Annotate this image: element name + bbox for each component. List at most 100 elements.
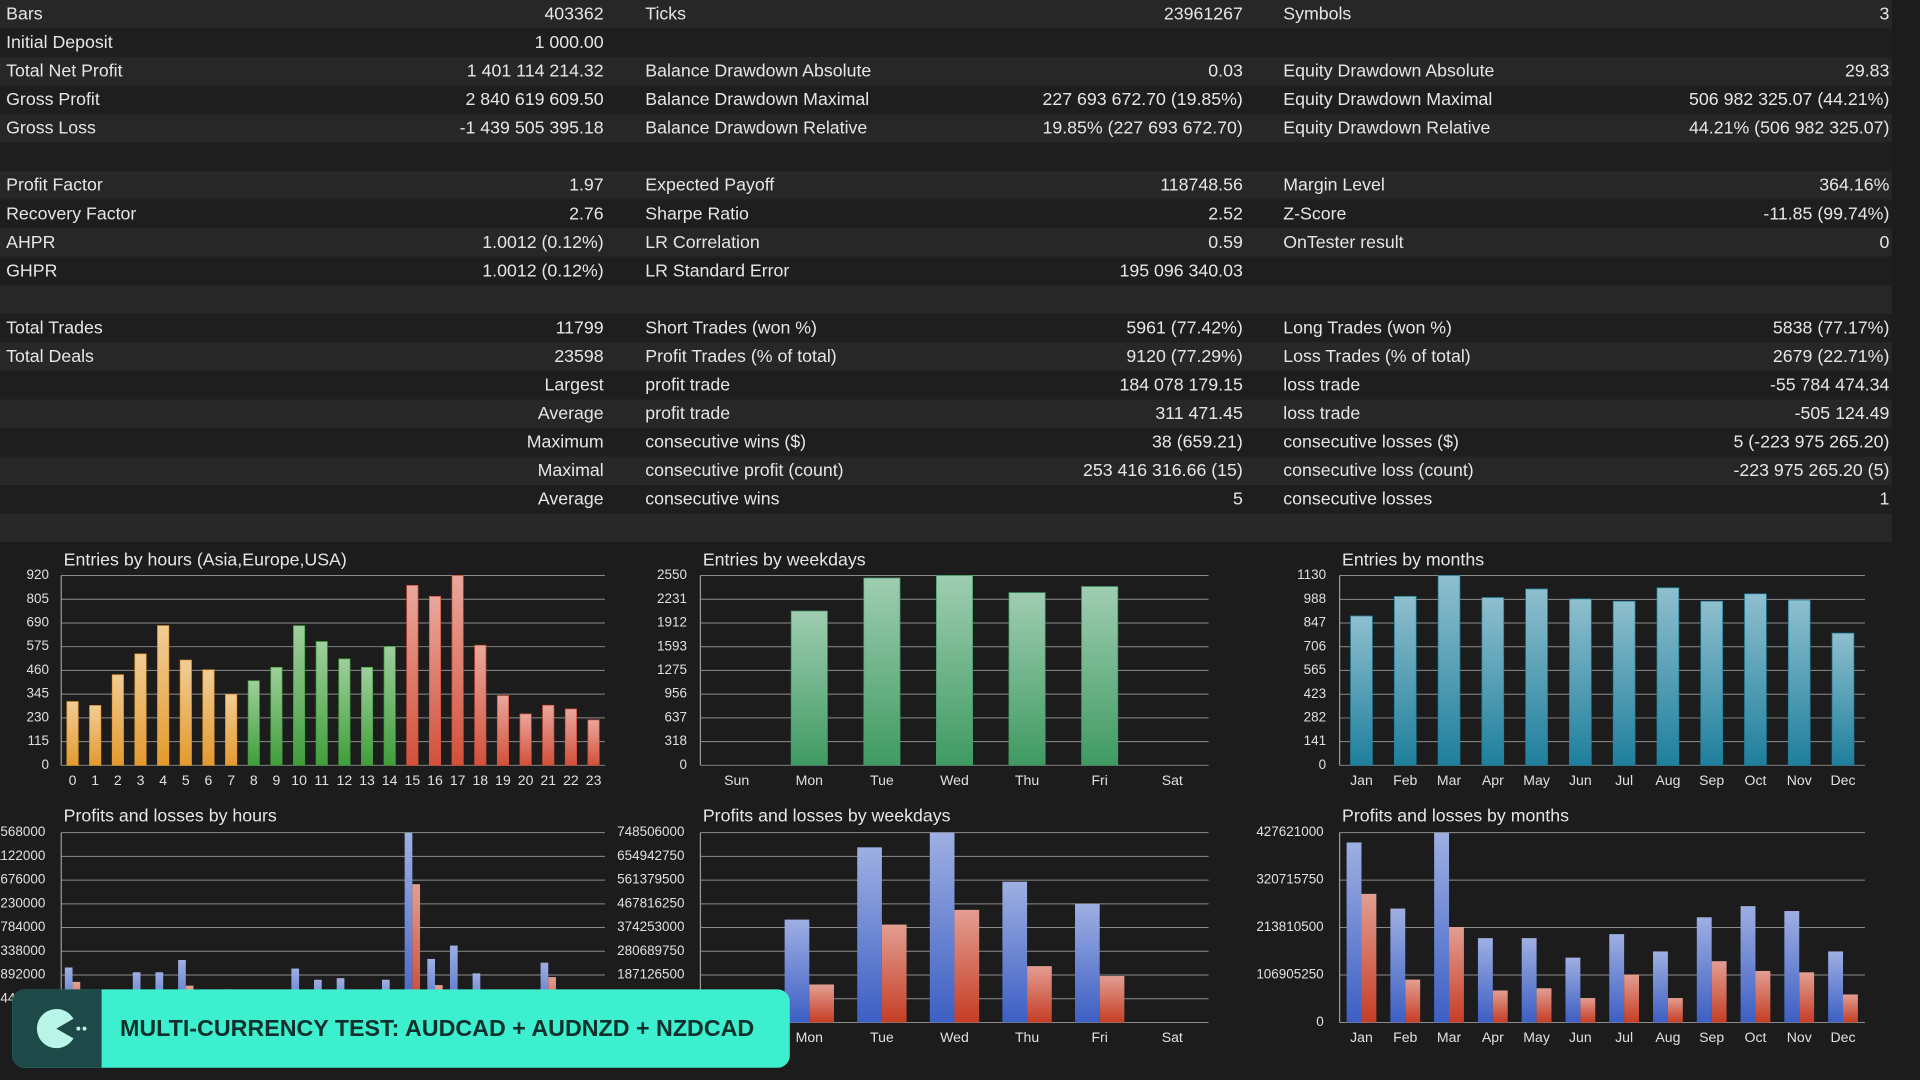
x-tick-label: Fri (1091, 772, 1107, 788)
row-band (0, 256, 1892, 286)
bar (1536, 988, 1552, 1023)
x-tick-label: 15 (405, 772, 421, 788)
y-tick-label: 0 (1316, 1014, 1323, 1029)
banner-icon (36, 1008, 74, 1049)
bar (1081, 586, 1119, 766)
cell-value: 9120 (77.29%) (1126, 346, 1242, 366)
y-tick-label: 920 (27, 567, 49, 582)
cell-label: LR Correlation (645, 232, 759, 252)
bar (1755, 970, 1771, 1023)
cell-value: -505 124.49 (1795, 403, 1890, 423)
x-tick-label: Sat (1162, 1029, 1183, 1045)
bar (1074, 903, 1100, 1023)
y-tick-label: 311122000 (0, 848, 45, 863)
x-tick-label: 11 (314, 772, 329, 788)
x-tick-label: Sep (1699, 772, 1724, 788)
cell-value: 2679 (22.71%) (1773, 346, 1889, 366)
y-tick-label: 187126500 (617, 967, 684, 982)
cell-value: 5838 (77.17%) (1773, 317, 1889, 337)
x-tick-label: Fri (1091, 1029, 1107, 1045)
cell-label: Largest (544, 374, 603, 394)
bar (1843, 994, 1858, 1023)
cell-value: 0.59 (1208, 232, 1243, 252)
x-tick-label: 21 (540, 772, 556, 788)
row-band (0, 342, 1892, 371)
cell-label: loss trade (1283, 403, 1360, 423)
cell-label: Equity Drawdown Absolute (1283, 61, 1494, 81)
row-band (0, 0, 1892, 29)
cell-value: 364.16% (1819, 175, 1889, 195)
row-band (0, 85, 1892, 115)
bar (1346, 842, 1362, 1023)
x-tick-label: Thu (1015, 772, 1039, 788)
x-tick-label: Mon (796, 1029, 823, 1045)
cell-label: AHPR (6, 232, 55, 252)
x-tick-label: Thu (1015, 1029, 1039, 1045)
x-tick-label: 16 (427, 772, 443, 788)
cell-label: Total Net Profit (6, 61, 122, 81)
chart: Profits and losses by months 0 106905250 21… (1256, 805, 1865, 1045)
row-band (0, 427, 1892, 457)
cell-value: 44.21% (506 982 325.07) (1689, 118, 1889, 138)
y-tick-label: 0 (41, 757, 48, 772)
y-tick-label: 1912 (657, 615, 687, 630)
bar (857, 847, 882, 1023)
x-tick-label: 22 (563, 772, 579, 788)
bar (1696, 917, 1712, 1023)
bar (1609, 934, 1625, 1023)
bar (315, 641, 328, 766)
cell-label: Gross Loss (6, 118, 96, 138)
y-tick-label: 141 (1304, 733, 1326, 748)
bar (1784, 911, 1800, 1023)
cell-label: Equity Drawdown Relative (1283, 118, 1490, 138)
bar (1667, 998, 1683, 1023)
x-tick-label: Tue (870, 1029, 894, 1045)
bar (1099, 976, 1125, 1023)
x-tick-label: 1 (91, 772, 99, 788)
row-band (0, 57, 1892, 86)
cell-value: 1 401 114 214.32 (467, 61, 604, 81)
bar (587, 719, 600, 766)
bar (863, 577, 901, 766)
y-tick-label: 847 (1304, 615, 1326, 630)
cell-value: -11.85 (99.74%) (1763, 203, 1889, 223)
x-tick-label: 9 (273, 772, 281, 788)
x-tick-label: 23 (586, 772, 602, 788)
y-tick-label: 213810500 (1256, 919, 1323, 934)
y-tick-label: 956 (664, 686, 686, 701)
cell-value: 5 (1233, 489, 1243, 509)
bar (496, 695, 509, 766)
row-band (0, 228, 1892, 257)
cell-label: Ticks (645, 4, 686, 24)
bar (1361, 893, 1377, 1023)
x-tick-label: 7 (227, 772, 235, 788)
x-tick-label: Nov (1787, 772, 1812, 788)
cell-label: OnTester result (1283, 232, 1403, 252)
bar (1711, 961, 1727, 1023)
bar (1580, 998, 1596, 1023)
banner-title: MULTI-CURRENCY TEST: AUDCAD + AUDNZD + N… (120, 1015, 754, 1041)
y-tick-label: 575 (27, 638, 49, 653)
cell-value: 227 693 672.70 (19.85%) (1043, 89, 1243, 109)
x-tick-label: Jan (1350, 772, 1373, 788)
cell-value: -1 439 505 395.18 (460, 118, 604, 138)
row-band (0, 399, 1892, 428)
cell-label: Recovery Factor (6, 203, 136, 223)
cell-label: profit trade (645, 374, 730, 394)
bar (1565, 957, 1581, 1023)
y-tick-label: 423 (1304, 686, 1326, 701)
x-tick-label: 3 (137, 772, 145, 788)
cell-label: consecutive wins (645, 489, 779, 509)
x-tick-label: Aug (1655, 1029, 1680, 1045)
cell-label: Maximum (527, 432, 604, 452)
y-tick-label: 637 (664, 709, 686, 724)
bar (451, 575, 464, 766)
bar (1477, 938, 1493, 1023)
y-tick-label: 654942750 (617, 848, 684, 863)
cell-label: Profit Factor (6, 175, 103, 195)
y-tick-label: 748506000 (617, 824, 684, 839)
y-tick-label: 0 (1319, 757, 1326, 772)
x-tick-label: Mar (1437, 1029, 1462, 1045)
chart-title: Entries by weekdays (703, 550, 866, 570)
